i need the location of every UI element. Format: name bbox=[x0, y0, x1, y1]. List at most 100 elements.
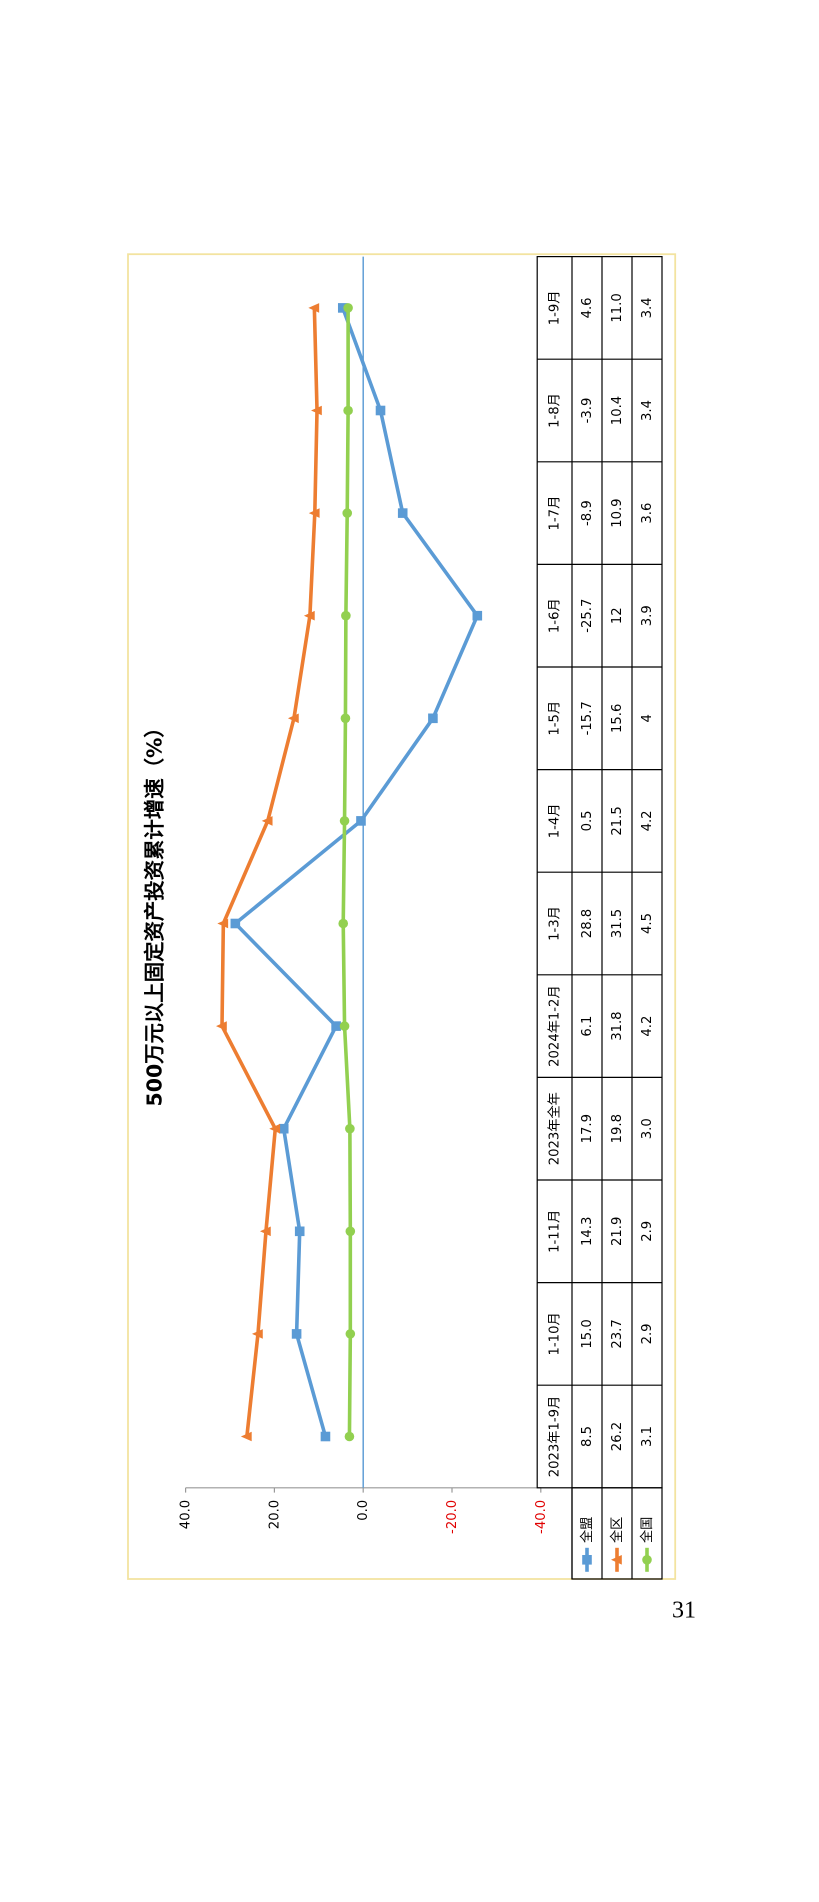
y-tick-label: 20.0 bbox=[267, 1500, 282, 1529]
category-label: 1-5月 bbox=[548, 701, 563, 736]
table-value: -3.9 bbox=[580, 398, 595, 424]
point bbox=[582, 1554, 592, 1565]
point bbox=[259, 1226, 271, 1237]
point bbox=[216, 1021, 227, 1031]
table-value: 10.4 bbox=[610, 396, 625, 425]
table-value: 26.2 bbox=[610, 1422, 625, 1451]
table-value: 14.3 bbox=[580, 1217, 595, 1246]
series-line bbox=[233, 307, 480, 1437]
point bbox=[339, 1021, 350, 1031]
point bbox=[344, 1431, 355, 1442]
point bbox=[230, 918, 241, 929]
point bbox=[308, 508, 320, 518]
y-tick-label: 40.0 bbox=[179, 1500, 194, 1529]
point bbox=[240, 1431, 252, 1442]
table-value: -25.7 bbox=[580, 599, 595, 633]
point bbox=[261, 816, 273, 826]
legend-label: 全国 bbox=[638, 1517, 655, 1543]
table-value: 4.5 bbox=[640, 913, 655, 934]
point bbox=[278, 1123, 289, 1134]
point bbox=[320, 1431, 331, 1442]
table-value: 4.2 bbox=[640, 1016, 655, 1037]
point bbox=[428, 713, 438, 724]
category-label: 1-4月 bbox=[548, 804, 563, 839]
point bbox=[338, 918, 349, 929]
table-value: 31.8 bbox=[610, 1011, 625, 1040]
point bbox=[345, 1123, 355, 1134]
point bbox=[291, 1329, 302, 1339]
point bbox=[339, 816, 350, 826]
table-value: 2.9 bbox=[640, 1221, 655, 1242]
point bbox=[397, 508, 408, 518]
table-value: 15.0 bbox=[580, 1319, 595, 1348]
rotated-chart: 500万元以上固定资产投资累计增速（%） 40.0 20.0 0.0 -20.0 -40… bbox=[127, 253, 677, 1580]
point bbox=[269, 1123, 281, 1134]
category-label: 1-3月 bbox=[548, 906, 563, 941]
table-value: 4.6 bbox=[580, 297, 595, 318]
point bbox=[343, 303, 353, 313]
table-value: 3.0 bbox=[640, 1118, 655, 1139]
table-value: 3.4 bbox=[640, 297, 655, 318]
table-value: 11.0 bbox=[610, 293, 625, 322]
point bbox=[294, 1226, 305, 1237]
y-tick-label: -20.0 bbox=[445, 1500, 460, 1534]
table-value: 23.7 bbox=[610, 1319, 625, 1348]
table-value: 15.6 bbox=[610, 704, 625, 733]
table-value: 6.1 bbox=[580, 1016, 595, 1037]
table-value: 17.9 bbox=[580, 1114, 595, 1143]
point bbox=[642, 1554, 652, 1565]
point bbox=[472, 610, 483, 621]
point bbox=[343, 405, 353, 416]
point bbox=[611, 1554, 622, 1565]
y-tick-label: -40.0 bbox=[534, 1500, 549, 1534]
table-value: 3.6 bbox=[640, 503, 655, 524]
category-label: 1-9月 bbox=[548, 291, 563, 326]
point bbox=[303, 610, 315, 621]
series-line bbox=[220, 307, 319, 1437]
table-value: 21.5 bbox=[610, 806, 625, 835]
point bbox=[341, 610, 351, 621]
category-label: 1-11月 bbox=[548, 1210, 563, 1253]
table-value: 8.5 bbox=[580, 1426, 595, 1447]
legend-label: 全区 bbox=[608, 1517, 625, 1543]
page-number: 31 bbox=[672, 1598, 696, 1624]
point bbox=[345, 1226, 356, 1237]
table-value: 4 bbox=[640, 714, 655, 722]
point bbox=[287, 713, 299, 724]
point bbox=[340, 713, 351, 724]
table-value: -15.7 bbox=[580, 701, 595, 735]
table-value: 4.2 bbox=[640, 810, 655, 831]
category-label: 2024年1-2月 bbox=[547, 985, 563, 1066]
point bbox=[375, 405, 386, 416]
category-label: 2023年全年 bbox=[546, 1092, 563, 1165]
category-label: 1-7月 bbox=[548, 496, 563, 531]
table-value: 3.9 bbox=[640, 605, 655, 626]
table-value: 0.5 bbox=[580, 810, 595, 831]
table-value: -8.9 bbox=[580, 500, 595, 526]
legend-label: 全盟 bbox=[578, 1517, 595, 1543]
y-tick-label: 0.0 bbox=[356, 1500, 371, 1521]
point bbox=[356, 816, 366, 826]
point bbox=[311, 405, 322, 416]
table-value: 19.8 bbox=[610, 1114, 625, 1143]
table-value: 3.1 bbox=[640, 1426, 655, 1447]
category-label: 1-10月 bbox=[548, 1312, 563, 1355]
point bbox=[217, 918, 229, 929]
category-label: 1-8月 bbox=[548, 393, 563, 428]
point bbox=[331, 1021, 341, 1031]
table-value: 3.4 bbox=[640, 400, 655, 421]
table-value: 21.9 bbox=[610, 1217, 625, 1246]
table-value: 12 bbox=[610, 607, 625, 624]
point bbox=[345, 1329, 356, 1339]
table-value: 28.8 bbox=[580, 909, 595, 938]
category-label: 1-6月 bbox=[548, 598, 563, 633]
point bbox=[308, 303, 320, 313]
category-label: 2023年1-9月 bbox=[547, 1396, 563, 1477]
table-value: 31.5 bbox=[610, 909, 625, 938]
table-value: 2.9 bbox=[640, 1323, 655, 1344]
table-value: 10.9 bbox=[610, 498, 625, 527]
point bbox=[342, 508, 353, 518]
chart-title: 500万元以上固定资产投资累计增速（%） bbox=[143, 717, 167, 1106]
